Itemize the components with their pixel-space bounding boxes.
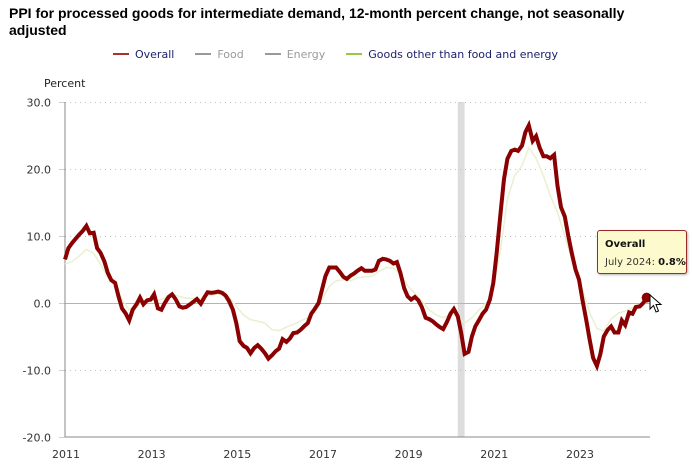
legend-item-overall[interactable]: Overall <box>113 48 174 61</box>
legend-label-food: Food <box>217 47 244 61</box>
x-tick-label: 2015 <box>223 448 251 461</box>
tooltip-value: 0.8% <box>658 257 686 268</box>
chart-legend: Overall Food Energy Goods other than foo… <box>113 46 579 62</box>
legend-swatch-food <box>195 53 212 55</box>
y-axis-title: Percent <box>44 77 86 90</box>
y-tick-label: -20.0 <box>23 432 51 445</box>
y-axis-ticks: 30.0 20.0 10.0 0.0 -10.0 -20.0 <box>23 97 65 445</box>
tooltip-date: July 2024: <box>605 257 655 268</box>
y-tick-label: 20.0 <box>27 164 52 177</box>
x-tick-label: 2013 <box>138 448 166 461</box>
gridlines <box>65 102 650 371</box>
x-tick-label: 2021 <box>480 448 508 461</box>
legend-label-overall: Overall <box>135 47 175 61</box>
recession-band-layer <box>457 102 465 437</box>
legend-label-core-goods: Goods other than food and energy <box>368 47 559 61</box>
chart-title: PPI for processed goods for intermediate… <box>9 5 625 38</box>
recession-band <box>457 102 465 437</box>
y-tick-label: 10.0 <box>27 231 52 244</box>
x-tick-label: 2019 <box>395 448 423 461</box>
series-line-overall[interactable] <box>63 119 649 372</box>
series-layer <box>63 119 649 372</box>
tooltip-value-line: July 2024: 0.8% <box>605 257 686 268</box>
legend-swatch-energy <box>264 53 281 55</box>
y-tick-label: -10.0 <box>23 365 51 378</box>
series-line-core-goods[interactable] <box>64 145 647 333</box>
y-tick-label: 30.0 <box>27 97 52 110</box>
legend-item-food[interactable]: Food <box>195 47 244 61</box>
legend-item-energy[interactable]: Energy <box>264 47 326 61</box>
legend-swatch-overall <box>113 53 129 55</box>
tooltip-series-name: Overall <box>605 239 646 250</box>
x-tick-label: 2017 <box>309 448 337 461</box>
mouse-pointer-icon <box>649 294 663 313</box>
x-axis-ticks: 2011 2013 2015 2017 2019 2021 2023 <box>52 448 594 461</box>
legend-label-energy: Energy <box>286 47 326 61</box>
data-tooltip: Overall July 2024: 0.8% <box>597 230 687 274</box>
x-tick-label: 2023 <box>566 448 594 461</box>
y-tick-label: 0.0 <box>34 298 52 311</box>
x-tick-label: 2011 <box>52 448 80 461</box>
legend-item-core-goods[interactable]: Goods other than food and energy <box>346 48 558 61</box>
legend-swatch-core-goods <box>346 53 363 55</box>
